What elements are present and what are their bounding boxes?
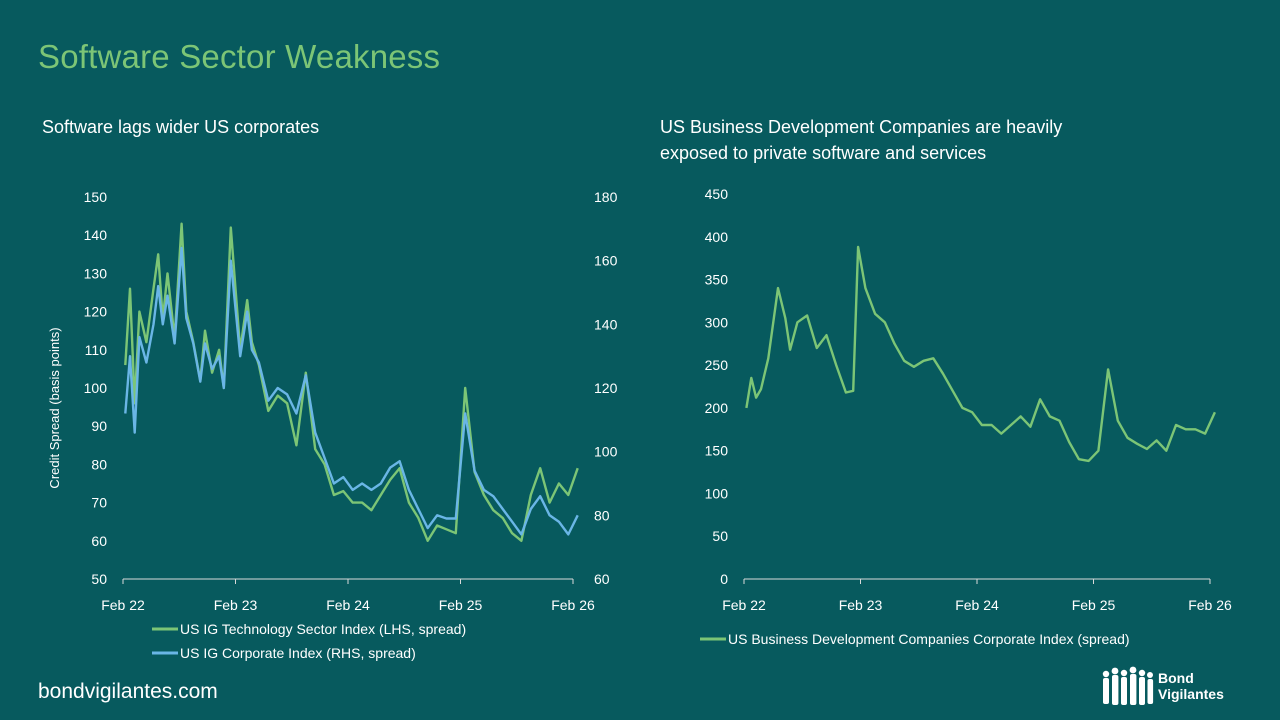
right-y-tick-label: 160 xyxy=(594,253,618,269)
left-x-tick-label: Feb 22 xyxy=(101,597,145,613)
left-y-tick-label: 80 xyxy=(91,456,107,472)
right-chart-y-tick-label: 400 xyxy=(705,229,729,245)
footer-url[interactable]: bondvigilantes.com xyxy=(38,680,218,703)
right-chart-y-tick-label: 200 xyxy=(705,400,729,416)
right-x-tick-label: Feb 22 xyxy=(722,597,766,613)
right-chart: 0 50 100 150 200 250 300 350 400 450 Feb 22 Feb 23 F… xyxy=(700,186,1232,647)
right-chart-title: US Business Development Companies are he… xyxy=(660,117,1063,163)
left-y-axis-label: Credit Spread (basis points) xyxy=(47,327,62,488)
right-y-tick-label: 180 xyxy=(594,189,618,205)
bdc-series-line xyxy=(745,245,1216,463)
right-y-tick-label: 140 xyxy=(594,316,618,332)
people-silhouette-icon xyxy=(1102,666,1154,705)
right-legend-label: US Business Development Companies Corpor… xyxy=(728,631,1130,647)
right-x-tick-label: Feb 25 xyxy=(1072,597,1116,613)
left-y-tick-label: 90 xyxy=(91,418,107,434)
left-legend-label: US IG Technology Sector Index (LHS, spre… xyxy=(180,621,466,637)
left-y-tick-label: 60 xyxy=(91,533,107,549)
page-title: Software Sector Weakness xyxy=(38,38,441,75)
right-chart-y-tick-label: 450 xyxy=(705,186,729,202)
right-y-tick-label: 60 xyxy=(594,571,610,587)
logo-line-2: Vigilantes xyxy=(1158,686,1224,702)
left-y-tick-label: 110 xyxy=(85,342,108,358)
right-y-tick-label: 80 xyxy=(594,507,610,523)
right-chart-y-tick-label: 0 xyxy=(720,571,728,587)
brand-logo: Bond Vigilantes xyxy=(1100,664,1250,710)
right-y-tick-label: 100 xyxy=(594,444,618,460)
left-x-tick-label: Feb 25 xyxy=(439,597,483,613)
left-chart: 50 60 70 80 90 100 110 120 130 140 150 60 80 100 120 14… xyxy=(47,189,618,661)
right-chart-y-tick-label: 150 xyxy=(705,443,729,459)
logo-line-1: Bond xyxy=(1158,670,1194,686)
left-x-tick-label: Feb 26 xyxy=(551,597,595,613)
left-y-tick-label: 130 xyxy=(84,265,108,281)
left-y-tick-label: 50 xyxy=(91,571,107,587)
right-chart-y-tick-label: 250 xyxy=(705,357,729,373)
right-x-tick-label: Feb 24 xyxy=(955,597,999,613)
left-y-tick-label: 120 xyxy=(84,304,108,320)
left-y-tick-label: 140 xyxy=(84,227,108,243)
right-chart-y-tick-label: 100 xyxy=(705,485,729,501)
left-y-tick-label: 100 xyxy=(84,380,108,396)
right-x-tick-label: Feb 23 xyxy=(839,597,883,613)
left-x-tick-label: Feb 23 xyxy=(214,597,258,613)
right-chart-y-tick-label: 50 xyxy=(712,528,728,544)
left-x-tick-label: Feb 24 xyxy=(326,597,370,613)
right-y-tick-label: 120 xyxy=(594,380,618,396)
left-y-tick-label: 150 xyxy=(84,189,108,205)
right-chart-y-tick-label: 300 xyxy=(705,314,729,330)
right-chart-y-tick-label: 350 xyxy=(705,272,729,288)
logo-text: Bond Vigilantes xyxy=(1158,670,1224,702)
corp-series-line xyxy=(124,246,579,536)
left-chart-title: Software lags wider US corporates xyxy=(42,117,320,137)
left-y-tick-label: 70 xyxy=(91,495,107,511)
left-legend-label: US IG Corporate Index (RHS, spread) xyxy=(180,645,416,661)
right-x-tick-label: Feb 26 xyxy=(1188,597,1232,613)
